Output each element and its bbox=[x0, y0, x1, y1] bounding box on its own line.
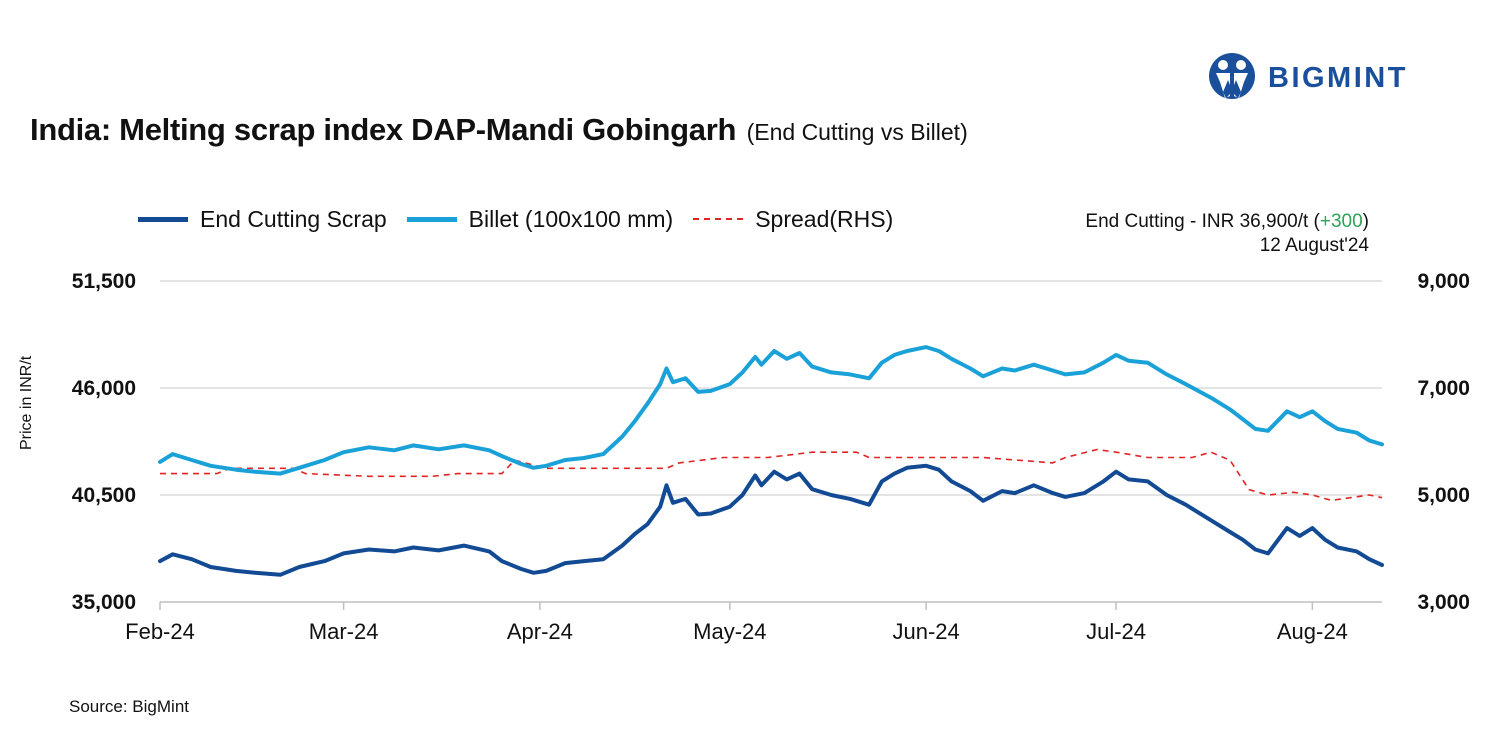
right-axis-ticks: 9,000 7,000 5,000 3,000 bbox=[1417, 270, 1470, 614]
y2-tick-label: 7,000 bbox=[1417, 377, 1470, 400]
price-annotation: End Cutting - INR 36,900/t (+300) 12 Aug… bbox=[1085, 210, 1369, 258]
grid-lines bbox=[160, 280, 1382, 496]
y-tick-label: 40,500 bbox=[72, 484, 136, 507]
chart-title-main: India: Melting scrap index DAP-Mandi Gob… bbox=[30, 112, 737, 147]
x-tick-label: May-24 bbox=[693, 619, 766, 644]
x-tick-label: Aug-24 bbox=[1277, 619, 1348, 644]
annotation-line-2: 12 August'24 bbox=[1259, 235, 1369, 256]
y-tick-label: 35,000 bbox=[72, 591, 136, 614]
x-tick-label: Feb-24 bbox=[125, 619, 195, 644]
series-line-end-cutting-scrap bbox=[158, 463, 1384, 577]
legend-label-end-cutting: End Cutting Scrap bbox=[200, 205, 387, 232]
x-tick-label: Apr-24 bbox=[507, 619, 573, 644]
brand-name: BIGMINT bbox=[1268, 62, 1408, 94]
chart-title: India: Melting scrap index DAP-Mandi Gob… bbox=[30, 112, 968, 148]
y2-tick-label: 3,000 bbox=[1417, 591, 1470, 614]
annotation-line-1: End Cutting - INR 36,900/t (+300) bbox=[1085, 210, 1369, 234]
legend-swatch-end-cutting bbox=[138, 216, 188, 222]
annotation-suffix: ) bbox=[1362, 211, 1369, 232]
chart-legend: End Cutting Scrap Billet (100x100 mm) Sp… bbox=[138, 205, 913, 233]
x-axis: Feb-24 Mar-24 Apr-24 May-24 Jun-24 Jul-24 Aug-… bbox=[125, 601, 1382, 644]
legend-swatch-spread bbox=[693, 218, 744, 220]
annotation-prefix: End Cutting - INR 36,900/t ( bbox=[1085, 211, 1320, 232]
annotation-change: +300 bbox=[1319, 211, 1363, 232]
series-layer bbox=[158, 345, 1384, 577]
bigmint-logo: BIGMINT bbox=[1208, 52, 1405, 102]
legend-item-billet: Billet (100x100 mm) bbox=[406, 205, 674, 233]
legend-label-spread: Spread(RHS) bbox=[755, 205, 894, 232]
source-note: Source: BigMint bbox=[69, 697, 189, 716]
legend-item-spread: Spread(RHS) bbox=[693, 206, 893, 233]
series-line-billet-100x100-mm bbox=[158, 345, 1384, 476]
legend-item-end-cutting: End Cutting Scrap bbox=[138, 206, 387, 233]
y2-tick-label: 5,000 bbox=[1417, 484, 1470, 507]
bigmint-logo-icon bbox=[1209, 53, 1255, 99]
y-tick-label: 46,000 bbox=[72, 377, 136, 400]
legend-label-billet: Billet (100x100 mm) bbox=[468, 205, 674, 232]
left-axis-ticks: 51,500 46,000 40,500 35,000 bbox=[72, 270, 136, 614]
x-tick-label: Jul-24 bbox=[1086, 619, 1146, 644]
chart-title-sub: (End Cutting vs Billet) bbox=[746, 119, 968, 145]
x-tick-label: Jun-24 bbox=[892, 619, 959, 644]
y2-tick-label: 9,000 bbox=[1417, 270, 1470, 293]
y-tick-label: 51,500 bbox=[72, 270, 136, 293]
x-tick-label: Mar-24 bbox=[309, 619, 379, 644]
legend-swatch-billet bbox=[406, 216, 457, 222]
